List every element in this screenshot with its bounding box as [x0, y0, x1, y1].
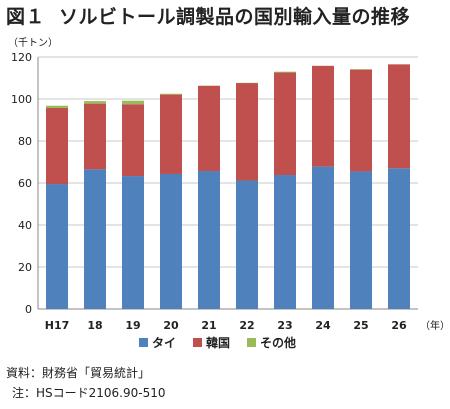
bar-segment	[350, 69, 372, 172]
bar-segment	[122, 104, 144, 177]
bar-segment	[160, 94, 182, 174]
bar-segment	[312, 65, 334, 167]
y-unit-label: （千トン）	[8, 38, 58, 49]
bar-segment	[198, 85, 220, 172]
figure-label: 図１	[6, 6, 46, 28]
bar-segment	[160, 173, 182, 309]
chart-title: 図１ ソルビトール調製品の国別輸入量の推移	[6, 2, 410, 29]
bar-segment	[46, 108, 68, 185]
bar-segment	[46, 184, 68, 309]
legend-label: その他	[260, 335, 296, 350]
y-tick-label: 0	[25, 303, 32, 316]
x-tick-label: 21	[201, 319, 216, 332]
hs-code-note: 注：HSコード2106.90-510	[12, 386, 166, 400]
bar-segment	[198, 171, 220, 309]
bar-segment	[122, 176, 144, 309]
x-tick-label: 24	[315, 319, 331, 332]
bar-segment	[46, 105, 68, 109]
legend-swatch	[193, 338, 202, 347]
x-unit-label: （年）	[420, 319, 450, 332]
bar-segment	[274, 175, 296, 309]
bar-segment	[388, 168, 410, 309]
x-tick-label: H17	[45, 319, 70, 332]
x-tick-label: 19	[125, 319, 140, 332]
x-tick-label: 23	[277, 319, 292, 332]
legend-label: 韓国	[206, 335, 230, 350]
bar-segment	[274, 72, 296, 176]
bar-segment	[236, 83, 258, 181]
y-tick-label: 60	[18, 177, 32, 190]
bar-segment	[84, 101, 106, 104]
x-tick-label: 26	[391, 319, 407, 332]
x-tick-label: 25	[353, 319, 368, 332]
bar-segment	[388, 64, 410, 169]
source-note: 資料：財務省「貿易統計」	[6, 366, 151, 380]
y-tick-label: 40	[18, 219, 32, 232]
bar-segment	[312, 166, 334, 309]
figure-title: ソルビトール調製品の国別輸入量の推移	[59, 6, 411, 28]
bar-segment	[84, 169, 106, 309]
x-tick-label: 20	[163, 319, 179, 332]
legend-label: タイ	[152, 336, 176, 350]
y-tick-label: 120	[11, 51, 32, 64]
y-tick-label: 80	[18, 135, 32, 148]
bar-segment	[274, 71, 296, 73]
y-tick-label: 100	[11, 93, 32, 106]
bar-segment	[84, 103, 106, 170]
legend-swatch	[247, 338, 256, 347]
y-tick-label: 20	[18, 261, 32, 274]
bar-segment	[160, 93, 182, 95]
x-tick-label: 22	[239, 319, 254, 332]
bar-segment	[236, 180, 258, 309]
legend-swatch	[139, 338, 148, 347]
x-tick-label: 18	[87, 319, 102, 332]
bar-segment	[122, 100, 144, 105]
bar-segment	[350, 171, 372, 309]
